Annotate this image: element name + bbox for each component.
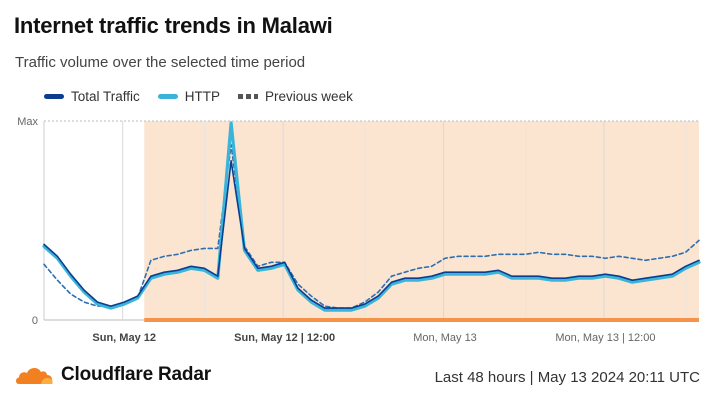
chart-legend: Total Traffic HTTP Previous week [44,89,371,104]
cloud-icon [16,367,53,384]
legend-label-previous-week: Previous week [265,89,353,104]
http-line [42,121,701,312]
x-tick-label: Mon, May 13 | 12:00 [555,332,655,344]
legend-item-http[interactable]: HTTP [157,89,221,104]
legend-swatch-http [157,94,178,99]
y-tick-label: 0 [32,315,38,327]
y-tick-label: Max [17,116,38,128]
chart-subtitle: Traffic volume over the selected time pe… [15,54,306,71]
highlight-region [144,121,699,320]
y-axis: Max 0 [17,116,38,327]
brand-name: Cloudflare Radar [61,364,211,385]
x-axis: Sun, May 12 Sun, May 12 | 12:00 Mon, May 1… [92,332,655,344]
highlight-bar [144,318,699,322]
previous-week-line [43,144,700,309]
series-lines [42,121,701,312]
time-range-info: Last 48 hours | May 13 2024 20:11 UTC [434,369,700,386]
x-tick-label: Sun, May 12 [92,332,156,344]
x-tick-label: Sun, May 12 | 12:00 [234,332,335,344]
x-tick-label: Mon, May 13 [413,332,477,344]
legend-item-previous-week[interactable]: Previous week [238,89,353,104]
legend-label-total-traffic: Total Traffic [71,89,140,104]
total-traffic-line [43,160,700,309]
legend-label-http: HTTP [184,89,221,104]
chart-title: Internet traffic trends in Malawi [14,13,333,38]
legend-item-total-traffic[interactable]: Total Traffic [44,89,140,104]
legend-swatch-previous-week [238,94,259,99]
legend-swatch-total-traffic [44,94,64,99]
cloudflare-logo[interactable]: Cloudflare Radar [14,364,211,386]
